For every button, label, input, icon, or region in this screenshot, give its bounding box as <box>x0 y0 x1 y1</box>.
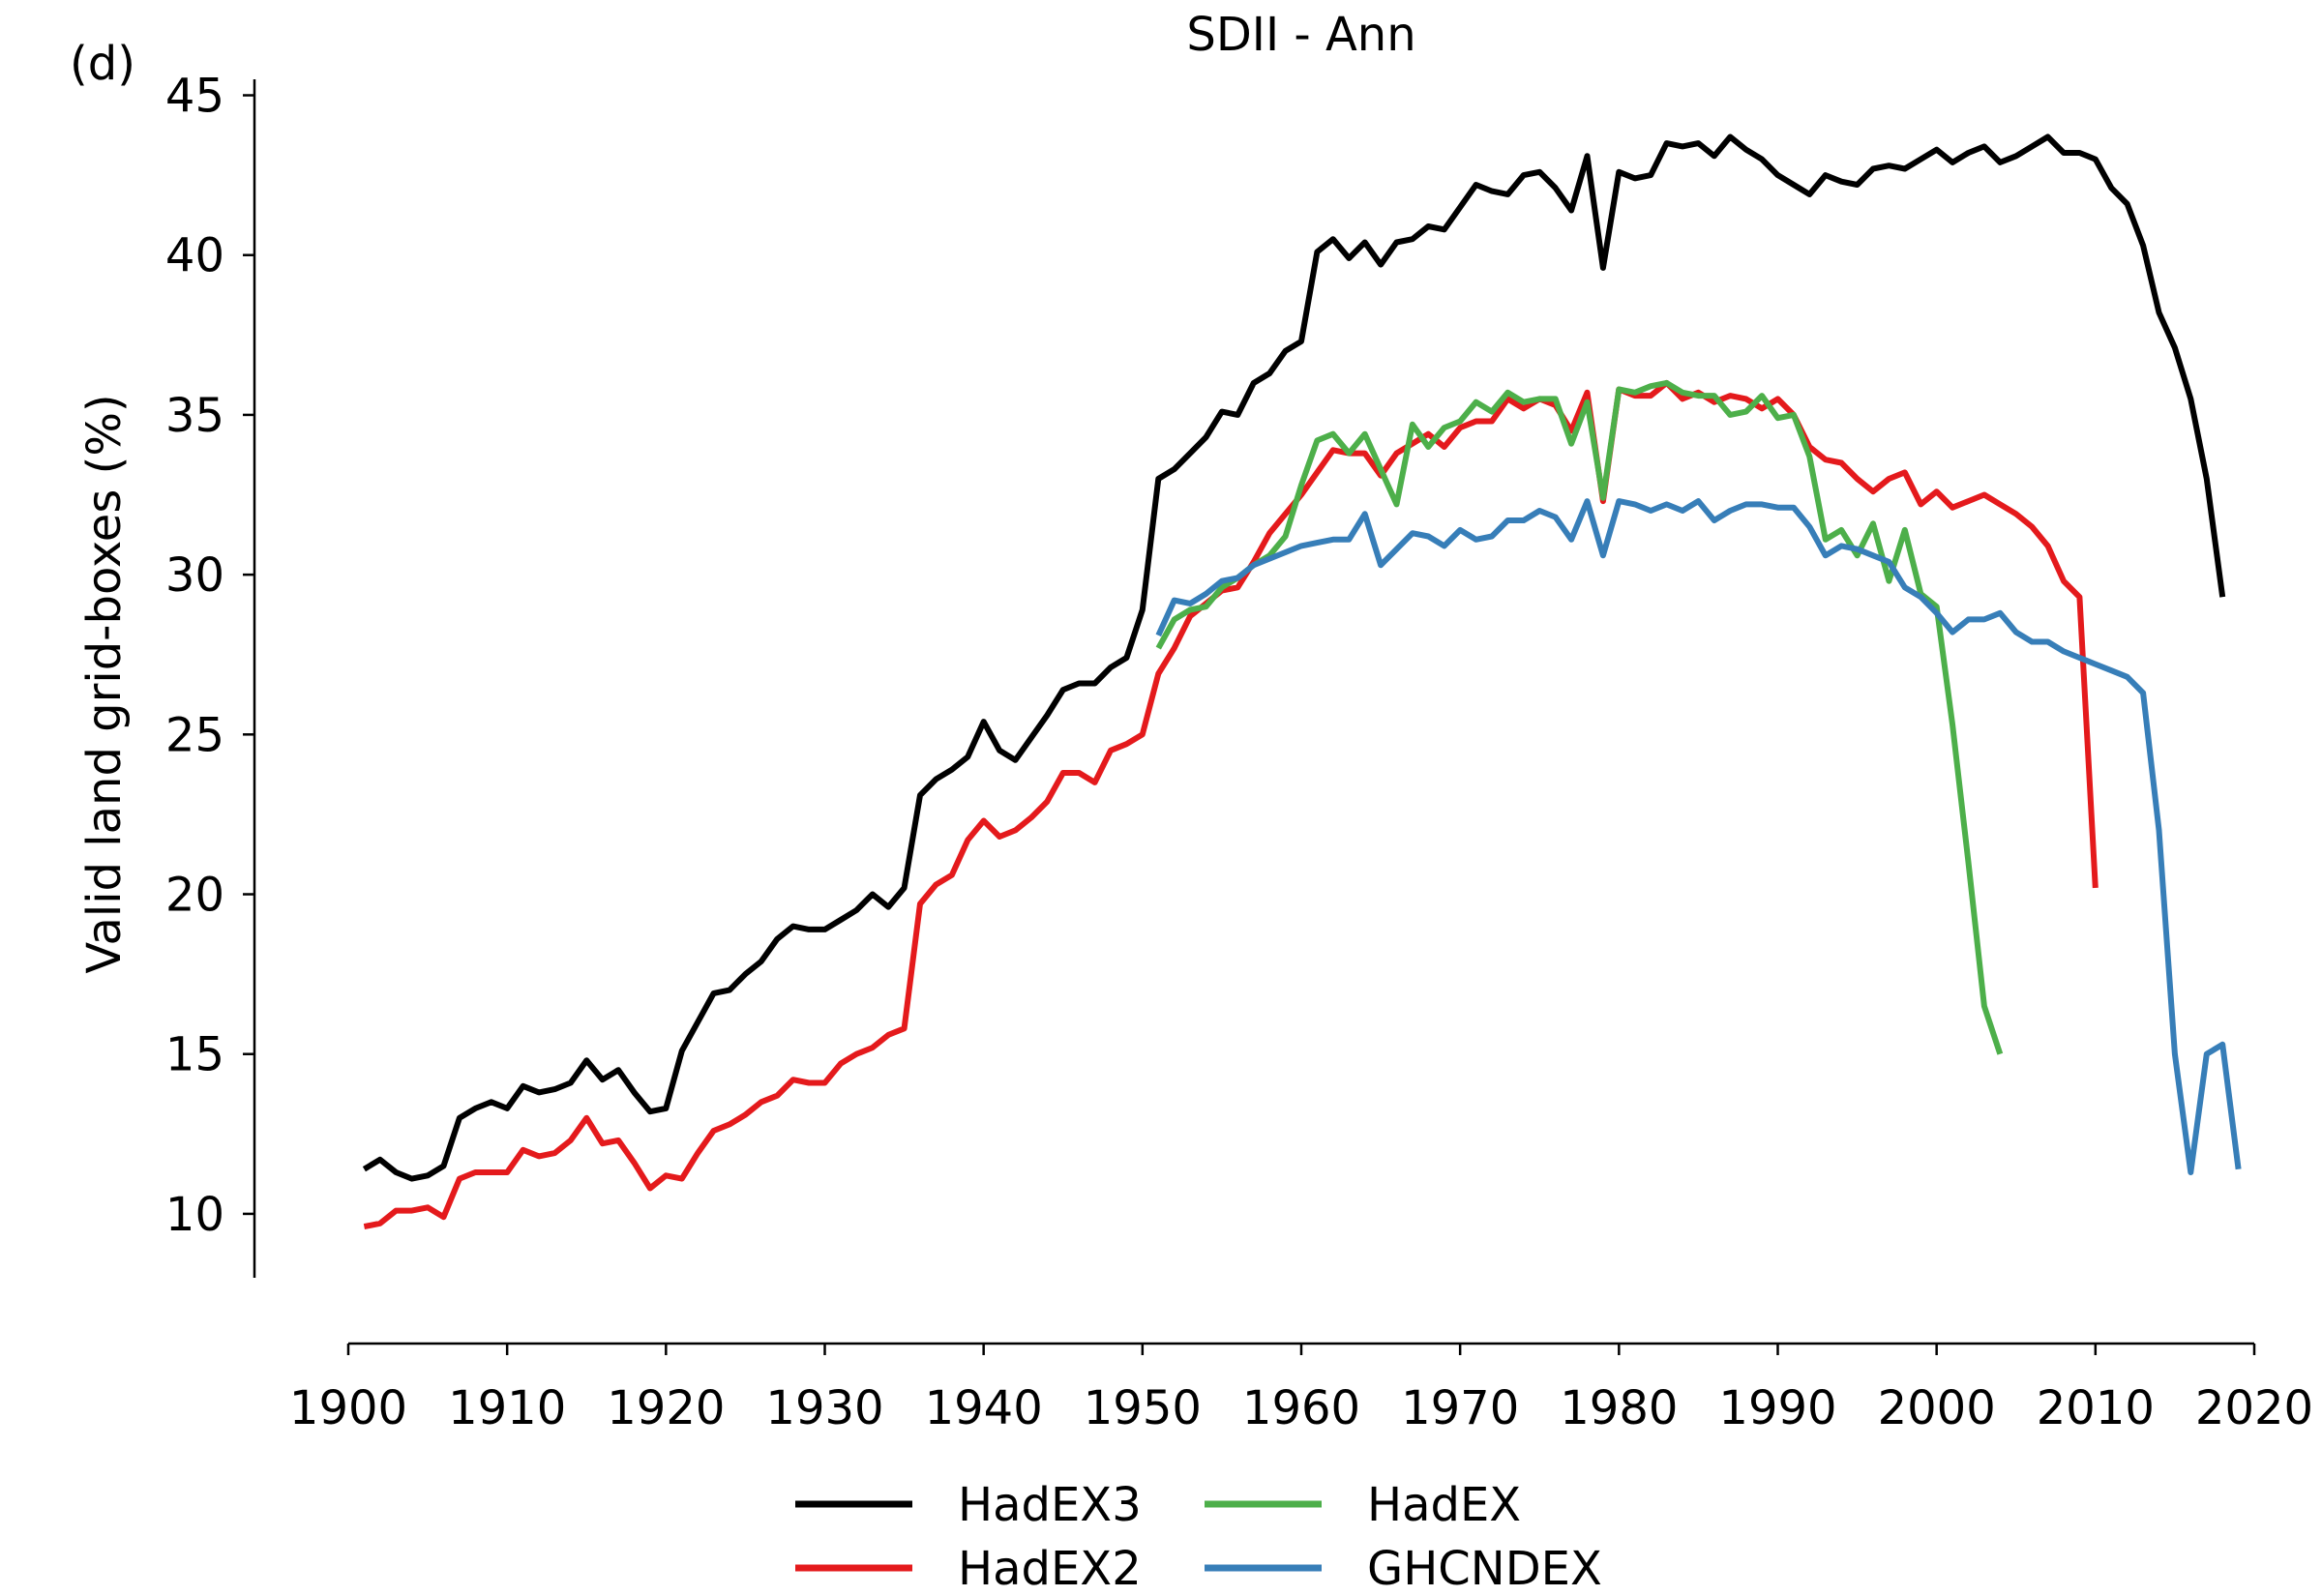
y-tick-label-20: 20 <box>165 869 224 923</box>
series-line-hadex <box>1155 379 2004 1055</box>
x-tick-label-1910: 1910 <box>448 1381 566 1435</box>
x-tick-label-1990: 1990 <box>1718 1381 1836 1435</box>
series-line-hadex2 <box>363 379 2099 1230</box>
panel-label: (d) <box>70 37 135 91</box>
x-tick-label-1920: 1920 <box>607 1381 725 1435</box>
x-tick-label-2020: 2020 <box>2195 1381 2313 1435</box>
series-lines <box>362 133 2242 1230</box>
series-line-ghcndex <box>1155 498 2242 1175</box>
x-ticks: 1900 1910 1920 1930 1940 1950 1960 1970 1980 1990… <box>289 1344 2313 1435</box>
legend-label-hadex: HadEX <box>1367 1478 1521 1532</box>
series-line-hadex3 <box>362 133 2226 1182</box>
y-axis-label: Valid land grid-boxes (%) <box>77 394 132 973</box>
legend-label-hadex3: HadEX3 <box>958 1478 1142 1532</box>
y-tick-label-15: 15 <box>165 1028 224 1082</box>
legend-label-ghcndex: GHCNDEX <box>1367 1542 1602 1596</box>
chart-title: SDII - Ann <box>1186 8 1415 62</box>
x-tick-label-1980: 1980 <box>1560 1381 1678 1435</box>
x-tick-label-1940: 1940 <box>925 1381 1043 1435</box>
y-tick-label-45: 45 <box>165 70 224 124</box>
x-tick-label-1900: 1900 <box>289 1381 407 1435</box>
x-tick-label-1970: 1970 <box>1401 1381 1519 1435</box>
y-tick-label-25: 25 <box>165 708 224 762</box>
x-tick-label-2010: 2010 <box>2037 1381 2155 1435</box>
y-ticks: 10 15 20 25 30 35 40 45 <box>165 70 254 1242</box>
legend: HadEX3 HadEX2 HadEX GHCNDEX <box>795 1478 1602 1596</box>
x-tick-label-1960: 1960 <box>1242 1381 1360 1435</box>
legend-label-hadex2: HadEX2 <box>958 1542 1142 1596</box>
y-tick-label-40: 40 <box>165 229 224 283</box>
y-tick-label-10: 10 <box>165 1188 224 1242</box>
y-tick-label-30: 30 <box>165 548 224 603</box>
x-tick-label-2000: 2000 <box>1878 1381 1996 1435</box>
x-tick-label-1950: 1950 <box>1084 1381 1202 1435</box>
x-tick-label-1930: 1930 <box>765 1381 883 1435</box>
y-tick-label-35: 35 <box>165 389 224 443</box>
